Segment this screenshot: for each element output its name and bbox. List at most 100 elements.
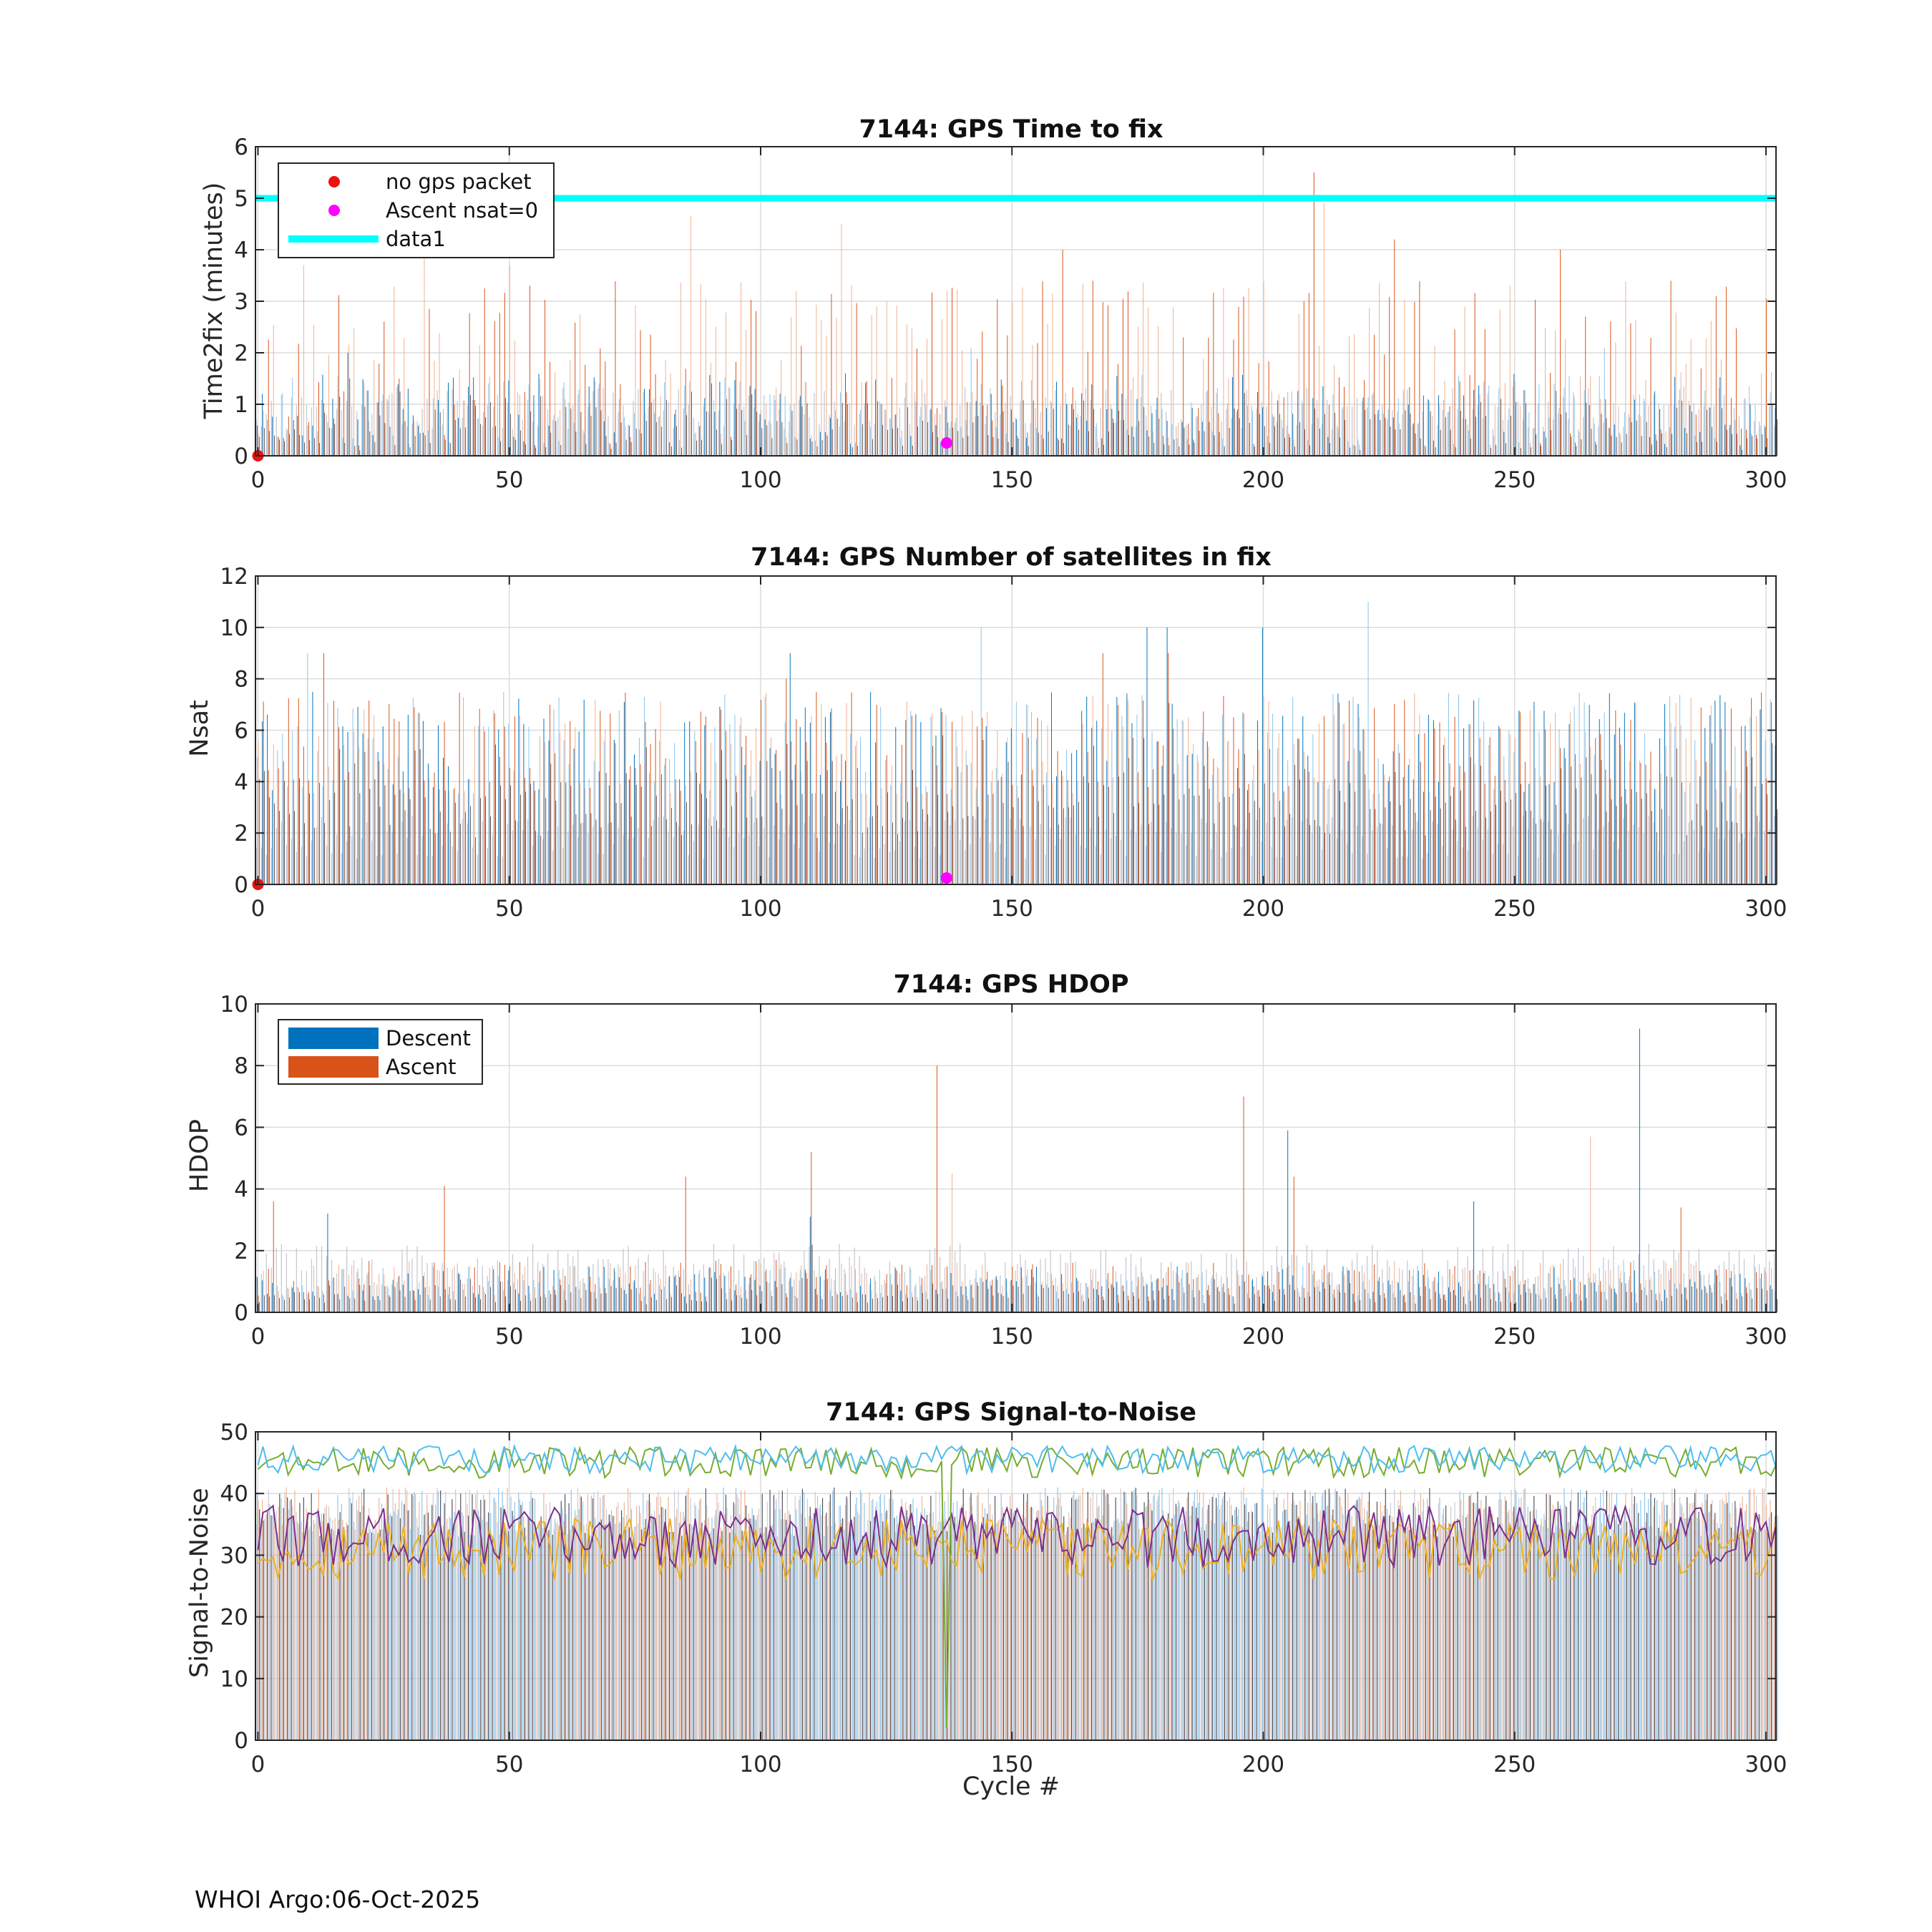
bar-descent (1709, 1284, 1711, 1312)
bar-dark (1460, 790, 1461, 884)
bar-descent (1257, 721, 1259, 884)
bar-pale (1422, 1249, 1423, 1312)
bar-ascent (1524, 761, 1526, 884)
bar-dark (560, 444, 562, 456)
bar-ascent (675, 1274, 676, 1312)
bar-ascent (353, 328, 355, 456)
bar-descent (960, 772, 962, 884)
bar-pale (467, 823, 468, 884)
bar-pale (864, 403, 865, 456)
snr-bar (307, 1514, 308, 1740)
bar-descent (1221, 714, 1223, 884)
bar-descent (1619, 432, 1620, 456)
bar-ascent (655, 1272, 656, 1312)
snr-bar (1385, 1488, 1386, 1740)
bar-pale (678, 826, 679, 884)
bar-descent (573, 1267, 575, 1312)
bar-ascent (494, 321, 495, 456)
snr-bar (1095, 1518, 1096, 1740)
bar-pale (1070, 816, 1071, 884)
snr-bar (698, 1509, 699, 1740)
snr-bar (1357, 1498, 1359, 1740)
snr-bar (296, 1512, 297, 1740)
bar-pale (572, 824, 574, 884)
snr-bar (1432, 1518, 1433, 1740)
bar-pale (286, 845, 287, 884)
bar-dark (1224, 797, 1225, 884)
bar-descent (432, 786, 434, 884)
bar-dark (615, 1288, 617, 1312)
bar-dark (756, 818, 758, 884)
bar-dark (1319, 826, 1320, 884)
bar-pale (286, 1253, 287, 1312)
snr-bar (675, 1517, 676, 1740)
bar-dark (1249, 1298, 1250, 1312)
bar-descent (1171, 1289, 1173, 1312)
bar-ascent (1218, 1285, 1219, 1312)
bar-descent (1443, 1294, 1444, 1312)
bar-pale (1748, 831, 1750, 884)
snr-bar (260, 1518, 262, 1740)
bar-pale (512, 830, 514, 884)
bar-pale (602, 1259, 604, 1312)
y-tick-label: 10 (220, 615, 248, 641)
bar-ascent (338, 727, 340, 884)
snr-bar (1277, 1493, 1279, 1740)
bar-descent (920, 722, 922, 884)
snr-bar (1523, 1489, 1525, 1740)
snr-bar (1297, 1535, 1299, 1740)
bar-dark (1148, 1301, 1150, 1312)
bar-descent (1553, 384, 1555, 456)
bar-descent (1196, 1277, 1198, 1312)
bar-ascent (1193, 1279, 1194, 1312)
bar-dark (1470, 1301, 1471, 1312)
bar-dark (485, 417, 486, 456)
bar-descent (960, 426, 962, 456)
snr-bar (1602, 1488, 1604, 1740)
snr-bar (1646, 1513, 1648, 1740)
bar-dark (580, 1297, 582, 1312)
bar-dark (500, 441, 501, 456)
bar-descent (553, 709, 555, 884)
bar-descent (1000, 776, 1002, 884)
bar-descent (724, 694, 726, 884)
bar-descent (1558, 1284, 1560, 1312)
bar-dark (957, 766, 959, 884)
bar-ascent (1394, 239, 1395, 456)
bar-descent (834, 791, 836, 884)
snr-bar (909, 1504, 910, 1740)
bar-descent (1704, 390, 1706, 456)
snr-bar (1508, 1510, 1510, 1740)
bar-descent (709, 375, 711, 456)
snr-bar (1153, 1494, 1155, 1740)
bar-pale (482, 426, 483, 456)
bar-dark (1470, 757, 1471, 884)
bar-pale (748, 1284, 750, 1312)
bar-descent (327, 1214, 328, 1312)
snr-bar (519, 1499, 520, 1740)
bar-descent (1005, 742, 1007, 884)
bar-pale (487, 405, 488, 456)
bar-ascent (1625, 1283, 1626, 1312)
bar-ascent (1700, 707, 1702, 884)
bar-pale (1256, 409, 1257, 456)
bar-dark (675, 426, 677, 456)
bar-ascent (1007, 335, 1008, 456)
bar-descent (1277, 748, 1279, 884)
snr-bar (917, 1531, 919, 1740)
bar-descent (478, 1294, 479, 1312)
snr-bar (679, 1523, 680, 1740)
bar-descent (302, 787, 303, 884)
bar-dark (706, 411, 707, 456)
bar-descent (1352, 444, 1354, 456)
bar-descent (1503, 431, 1505, 456)
bar-pale (1633, 1259, 1634, 1312)
bar-ascent (1032, 345, 1033, 456)
bar-descent (1046, 408, 1047, 456)
bar-descent (488, 383, 489, 456)
bar-descent (1428, 715, 1429, 884)
bar-ascent (1595, 738, 1596, 884)
bar-dark (811, 441, 813, 456)
bar-pale (663, 1250, 664, 1312)
bar-ascent (1756, 716, 1757, 884)
